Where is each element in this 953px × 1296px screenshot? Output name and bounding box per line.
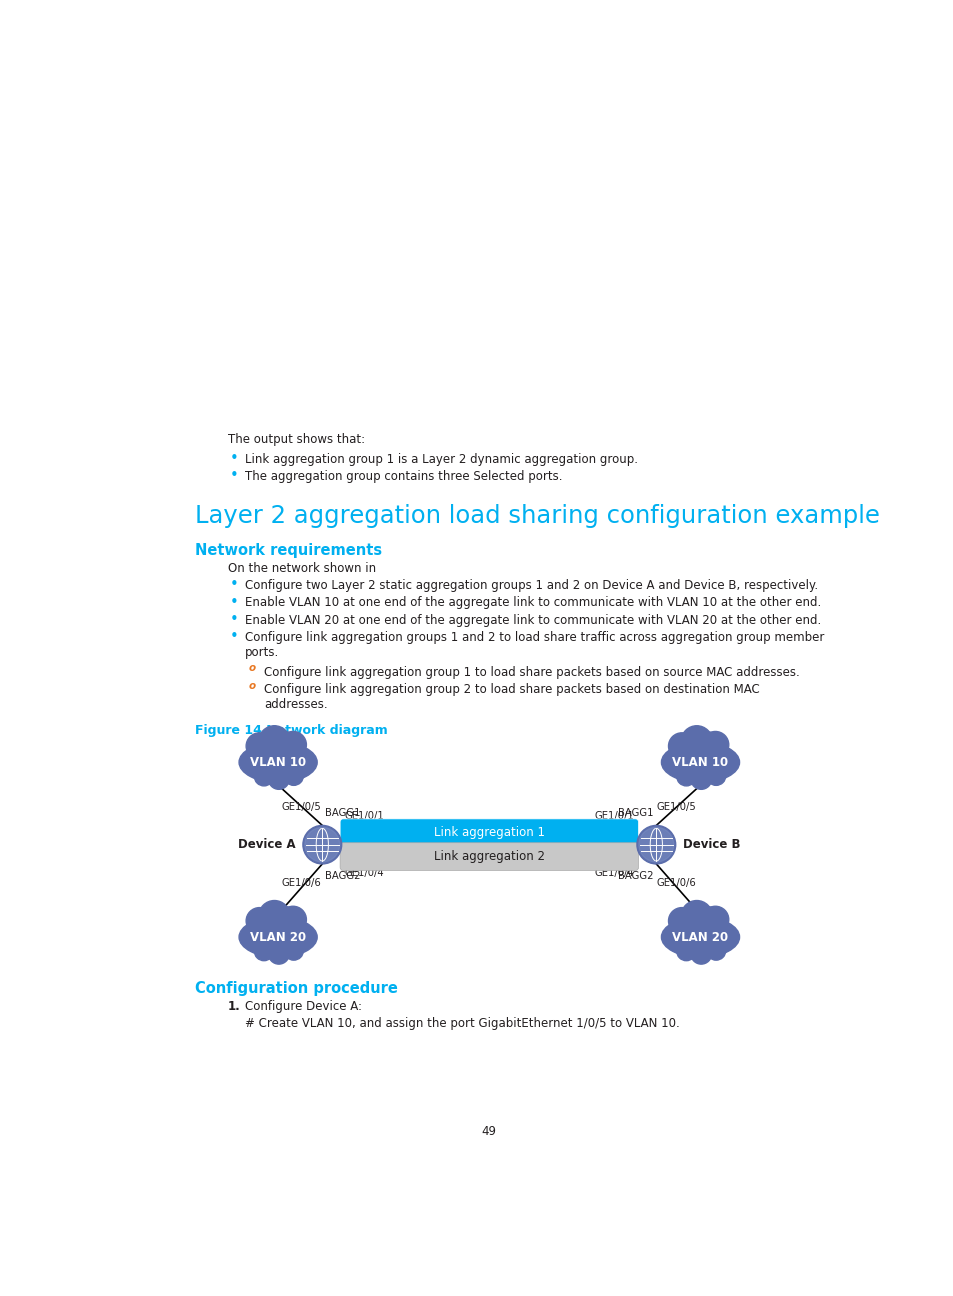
Text: GE1/0/4: GE1/0/4	[594, 868, 633, 879]
Text: Configure Device A:: Configure Device A:	[245, 1001, 361, 1013]
FancyBboxPatch shape	[340, 819, 638, 846]
Circle shape	[680, 726, 712, 757]
Text: Enable VLAN 20 at one end of the aggregate link to communicate with VLAN 20 at t: Enable VLAN 20 at one end of the aggrega…	[245, 614, 821, 627]
Text: 1.: 1.	[228, 1001, 240, 1013]
Text: Layer 2 aggregation load sharing configuration example: Layer 2 aggregation load sharing configu…	[195, 504, 880, 529]
Circle shape	[696, 732, 718, 754]
Circle shape	[680, 901, 712, 932]
Ellipse shape	[660, 743, 739, 783]
Text: Network requirements: Network requirements	[195, 543, 382, 557]
Circle shape	[679, 908, 700, 929]
Circle shape	[701, 906, 728, 933]
Text: GE1/0/2: GE1/0/2	[344, 833, 384, 844]
Text: BAGG1: BAGG1	[324, 809, 360, 818]
Circle shape	[284, 941, 303, 960]
Circle shape	[246, 907, 273, 934]
Text: Enable VLAN 10 at one end of the aggregate link to communicate with VLAN 10 at t: Enable VLAN 10 at one end of the aggrega…	[245, 596, 821, 609]
Text: BAGG2: BAGG2	[618, 871, 653, 881]
Text: Configure two Layer 2 static aggregation groups 1 and 2 on Device A and Device B: Configure two Layer 2 static aggregation…	[245, 579, 817, 592]
Text: The aggregation group contains three Selected ports.: The aggregation group contains three Sel…	[245, 470, 561, 483]
Text: •: •	[229, 451, 238, 467]
Text: # Create VLAN 10, and assign the port GigabitEthernet 1/0/5 to VLAN 10.: # Create VLAN 10, and assign the port Gi…	[245, 1017, 679, 1030]
Text: GE1/0/3: GE1/0/3	[344, 845, 384, 855]
Text: GE1/0/6: GE1/0/6	[657, 877, 696, 888]
Circle shape	[668, 732, 695, 759]
Ellipse shape	[239, 916, 316, 958]
Circle shape	[246, 732, 273, 759]
Ellipse shape	[239, 743, 316, 783]
Text: Device B: Device B	[682, 839, 740, 851]
Circle shape	[639, 827, 673, 862]
Text: •: •	[229, 595, 238, 610]
Ellipse shape	[660, 916, 739, 958]
Circle shape	[303, 826, 341, 864]
Circle shape	[257, 734, 278, 754]
Circle shape	[305, 827, 339, 862]
Text: 49: 49	[481, 1125, 496, 1138]
FancyBboxPatch shape	[340, 842, 638, 871]
Text: •: •	[229, 612, 238, 627]
Text: BAGG2: BAGG2	[324, 871, 360, 881]
Text: o: o	[249, 664, 255, 674]
Circle shape	[279, 731, 306, 758]
Circle shape	[274, 732, 295, 754]
Text: •: •	[229, 468, 238, 483]
Text: Configure link aggregation group 1 to load share packets based on source MAC add: Configure link aggregation group 1 to lo…	[264, 666, 799, 679]
Circle shape	[284, 766, 303, 785]
Circle shape	[701, 731, 728, 758]
Text: Configure link aggregation groups 1 and 2 to load share traffic across aggregati: Configure link aggregation groups 1 and …	[245, 631, 823, 658]
Circle shape	[257, 908, 278, 929]
Text: o: o	[249, 680, 255, 691]
Circle shape	[274, 907, 295, 929]
Text: GE1/0/1: GE1/0/1	[344, 811, 384, 822]
Text: BAGG1: BAGG1	[618, 809, 653, 818]
Text: VLAN 10: VLAN 10	[250, 756, 306, 769]
Circle shape	[676, 941, 696, 960]
Circle shape	[668, 907, 695, 934]
Text: Configure link aggregation group 2 to load share packets based on destination MA: Configure link aggregation group 2 to lo…	[264, 683, 760, 712]
Circle shape	[676, 767, 696, 785]
Circle shape	[706, 766, 725, 785]
Text: On the network shown in: On the network shown in	[228, 561, 379, 574]
Text: GE1/0/5: GE1/0/5	[657, 801, 696, 811]
Circle shape	[679, 734, 700, 754]
Circle shape	[690, 769, 711, 789]
Text: GE1/0/3: GE1/0/3	[594, 845, 633, 855]
Circle shape	[637, 826, 675, 864]
Circle shape	[254, 767, 274, 785]
Text: GE1/0/1: GE1/0/1	[594, 811, 633, 822]
Circle shape	[258, 726, 290, 757]
Circle shape	[706, 941, 725, 960]
Text: VLAN 20: VLAN 20	[250, 931, 306, 943]
Circle shape	[258, 901, 290, 932]
Text: Figure 14 Network diagram: Figure 14 Network diagram	[195, 723, 388, 737]
Text: •: •	[229, 578, 238, 592]
Text: The output shows that:: The output shows that:	[228, 433, 364, 447]
Text: GE1/0/5: GE1/0/5	[282, 801, 321, 811]
Text: GE1/0/4: GE1/0/4	[344, 868, 384, 879]
Circle shape	[268, 943, 289, 964]
Text: •: •	[229, 630, 238, 644]
Text: GE1/0/6: GE1/0/6	[282, 877, 321, 888]
Circle shape	[690, 943, 711, 964]
Text: Link aggregation 2: Link aggregation 2	[434, 850, 544, 863]
Circle shape	[696, 907, 718, 929]
Circle shape	[254, 941, 274, 960]
Text: VLAN 10: VLAN 10	[672, 756, 728, 769]
Text: VLAN 20: VLAN 20	[672, 931, 728, 943]
Text: Link aggregation group 1 is a Layer 2 dynamic aggregation group.: Link aggregation group 1 is a Layer 2 dy…	[245, 452, 638, 465]
Text: GE1/0/2: GE1/0/2	[594, 833, 633, 844]
Circle shape	[268, 769, 289, 789]
Circle shape	[279, 906, 306, 933]
Text: Link aggregation 1: Link aggregation 1	[434, 827, 544, 840]
Text: Configuration procedure: Configuration procedure	[195, 981, 397, 995]
Text: Device A: Device A	[237, 839, 294, 851]
